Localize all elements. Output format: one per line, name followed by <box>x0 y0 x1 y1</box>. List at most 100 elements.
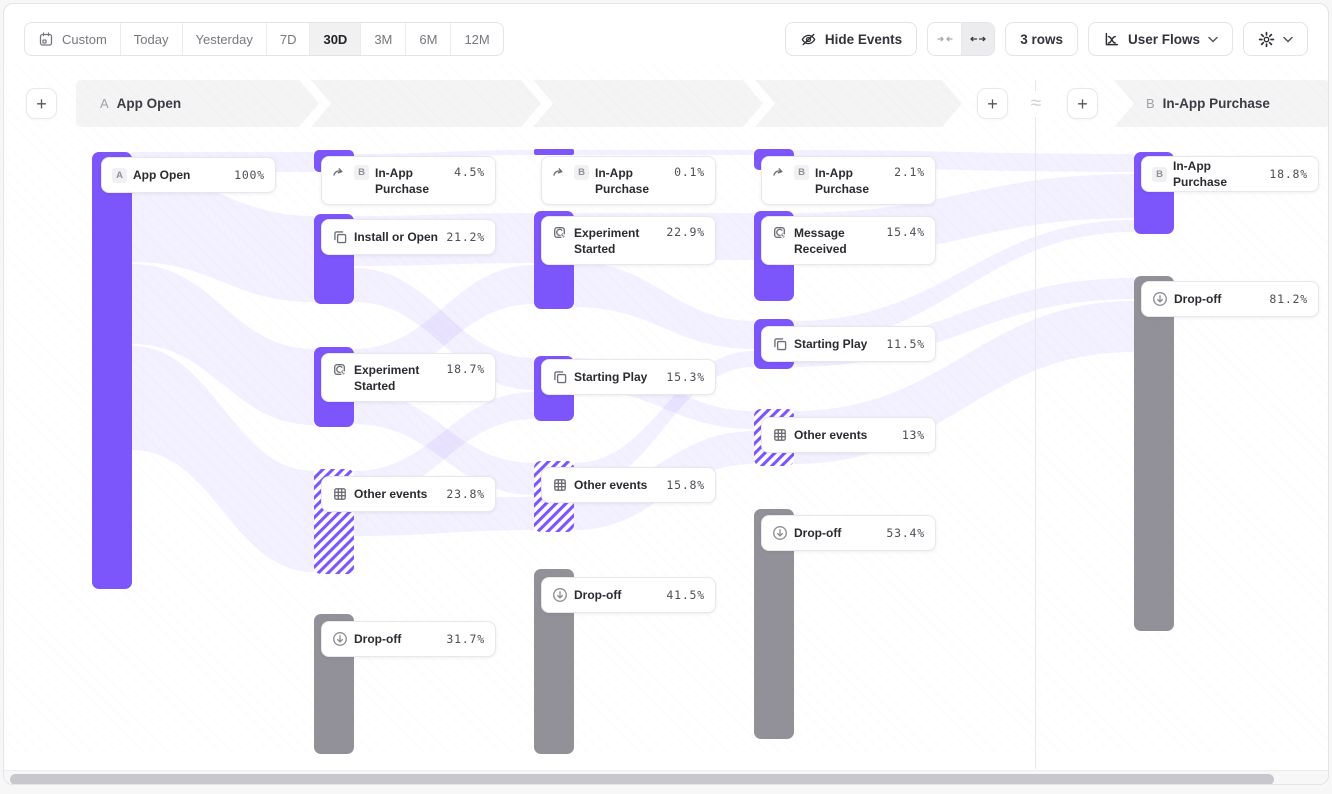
flow-node-label: In-App Purchase <box>815 166 870 197</box>
flow-node-card-n21[interactable]: B In-App Purchase 4.5% <box>321 156 496 205</box>
flow-node-percent: 15.8% <box>666 478 705 492</box>
flow-node-label: Other events <box>574 477 648 492</box>
view-selector-button[interactable]: User Flows <box>1087 22 1233 56</box>
flow-node-card-n33[interactable]: Starting Play 15.3% <box>541 359 716 395</box>
click-icon <box>774 227 786 239</box>
flow-node-card-n25[interactable]: Drop-off 31.7% <box>321 621 496 657</box>
column-spacing-toggle <box>927 22 996 56</box>
view-label: User Flows <box>1127 31 1200 47</box>
flow-node-card-n31[interactable]: B In-App Purchase 0.1% <box>541 156 716 205</box>
flow-link-n32-n43[interactable] <box>574 262 754 349</box>
flow-node-label: In-App Purchase <box>375 166 430 197</box>
flow-link-n34-n43[interactable] <box>574 351 754 489</box>
squares-icon <box>554 371 567 384</box>
flow-node-bar-n35[interactable] <box>534 569 574 754</box>
grid-icon <box>334 488 346 500</box>
flow-link-n24-n33[interactable] <box>354 392 534 500</box>
flow-link-a1-n24[interactable] <box>132 346 314 572</box>
flow-node-percent: 4.5% <box>454 165 485 179</box>
date-preset-12m[interactable]: 12M <box>451 23 503 55</box>
flow-node-label: Drop-off <box>794 525 842 540</box>
flow-node-bar-a1[interactable] <box>92 152 132 589</box>
canvas-bottom-edge <box>4 770 1328 771</box>
flow-node-percent: 41.5% <box>666 588 705 602</box>
flow-node-bar-b2[interactable] <box>1134 276 1174 631</box>
flow-node-card-n23[interactable]: Experiment Started 18.7% <box>321 353 496 402</box>
flow-node-percent: 21.2% <box>446 230 485 244</box>
flow-node-card-n22[interactable]: Install or Open 21.2% <box>321 219 496 255</box>
date-preset-30d[interactable]: 30D <box>310 23 362 55</box>
flow-node-label: Drop-off <box>1174 291 1222 306</box>
flow-node-card-n41[interactable]: B In-App Purchase 2.1% <box>761 156 936 205</box>
flow-node-label: Message Received <box>794 226 847 257</box>
flow-node-label: Drop-off <box>354 631 402 646</box>
flow-link-n23-n34[interactable] <box>354 390 534 495</box>
flow-node-card-n24[interactable]: Other events 23.8% <box>321 476 496 512</box>
flow-node-card-n32[interactable]: Experiment Started 22.9% <box>541 216 716 265</box>
jump-icon <box>773 168 783 176</box>
flow-b-title: In-App Purchase <box>1162 96 1270 111</box>
flow-link-a1-n22[interactable] <box>132 174 314 302</box>
flow-node-card-n34[interactable]: Other events 15.8% <box>541 467 716 503</box>
add-step-before-target-button[interactable]: + <box>1067 88 1098 119</box>
settings-button[interactable] <box>1243 22 1308 56</box>
flow-link-a1-n23[interactable] <box>132 264 314 425</box>
flow-chart-icon <box>1105 32 1119 45</box>
flow-node-label: In-App Purchase <box>1173 158 1228 189</box>
flow-node-percent: 31.7% <box>446 632 485 646</box>
flow-node-card-b2[interactable]: Drop-off 81.2% <box>1141 281 1319 317</box>
date-preset-7d[interactable]: 7D <box>266 23 311 55</box>
grid-icon <box>774 429 786 441</box>
add-step-after-button[interactable]: + <box>977 88 1008 119</box>
flow-node-bar-n45[interactable] <box>754 509 794 739</box>
horizontal-scrollbar[interactable] <box>4 771 1328 784</box>
flow-node-card-b1[interactable]: B In-App Purchase 18.8% <box>1141 156 1319 192</box>
flow-node-percent: 11.5% <box>886 337 925 351</box>
expand-columns-button[interactable] <box>961 23 995 55</box>
flow-node-percent: 18.7% <box>446 362 485 376</box>
flow-stage: + A App Open + ≈ + B In-App Purchase A Ap… <box>4 4 1328 784</box>
collapse-columns-button[interactable] <box>928 23 962 55</box>
flow-node-label: Drop-off <box>574 587 622 602</box>
flow-node-card-n35[interactable]: Drop-off 41.5% <box>541 577 716 613</box>
flow-a-title: App Open <box>116 96 182 111</box>
app-frame: Custom Today Yesterday 7D 30D 3M 6M 12M Hide Ev… <box>3 3 1329 785</box>
hide-events-button[interactable]: Hide Events <box>784 22 918 56</box>
calendar-icon <box>39 32 53 46</box>
flow-node-label: Experiment Started <box>574 226 640 257</box>
jump-icon <box>333 168 343 176</box>
flow-link-n43-b1[interactable] <box>794 220 1134 344</box>
rows-button[interactable]: 3 rows <box>1005 22 1078 56</box>
step-header-band <box>76 80 1328 127</box>
flow-letter-badge: B <box>354 165 369 180</box>
date-preset-today[interactable]: Today <box>120 23 183 55</box>
date-preset-custom[interactable]: Custom <box>25 23 121 55</box>
date-preset-yesterday[interactable]: Yesterday <box>182 23 267 55</box>
arrows-out-icon <box>970 36 986 42</box>
flow-node-card-a1[interactable]: A App Open 100% <box>101 157 276 193</box>
flow-node-label: Install or Open <box>354 229 439 244</box>
flow-node-percent: 18.8% <box>1269 167 1308 181</box>
drop-off-down-arrow-icon <box>1153 292 1167 306</box>
flow-node-card-n42[interactable]: Message Received 15.4% <box>761 216 936 265</box>
flows-divider <box>1035 80 1036 769</box>
flow-link-n31-n41[interactable] <box>574 150 754 155</box>
flow-node-label: Starting Play <box>574 369 648 384</box>
flow-b-header: B In-App Purchase <box>1146 80 1270 127</box>
gear-icon <box>1258 31 1275 47</box>
flow-node-percent: 15.4% <box>886 225 925 239</box>
scrollbar-thumb[interactable] <box>10 774 1274 784</box>
flow-node-card-n45[interactable]: Drop-off 53.4% <box>761 515 936 551</box>
chevron-down-icon <box>1283 36 1293 42</box>
add-step-before-button[interactable]: + <box>26 88 57 119</box>
flow-node-bar-n31[interactable] <box>534 149 574 155</box>
flow-node-card-n43[interactable]: Starting Play 11.5% <box>761 326 936 362</box>
date-preset-3m[interactable]: 3M <box>361 23 407 55</box>
flow-node-card-n44[interactable]: Other events 13% <box>761 417 936 453</box>
flow-node-label: App Open <box>133 167 191 182</box>
grid-icon <box>554 479 566 491</box>
date-preset-6m[interactable]: 6M <box>406 23 452 55</box>
flow-node-label: In-App Purchase <box>595 166 650 197</box>
squares-icon <box>774 338 787 351</box>
flow-node-label: Other events <box>354 486 428 501</box>
